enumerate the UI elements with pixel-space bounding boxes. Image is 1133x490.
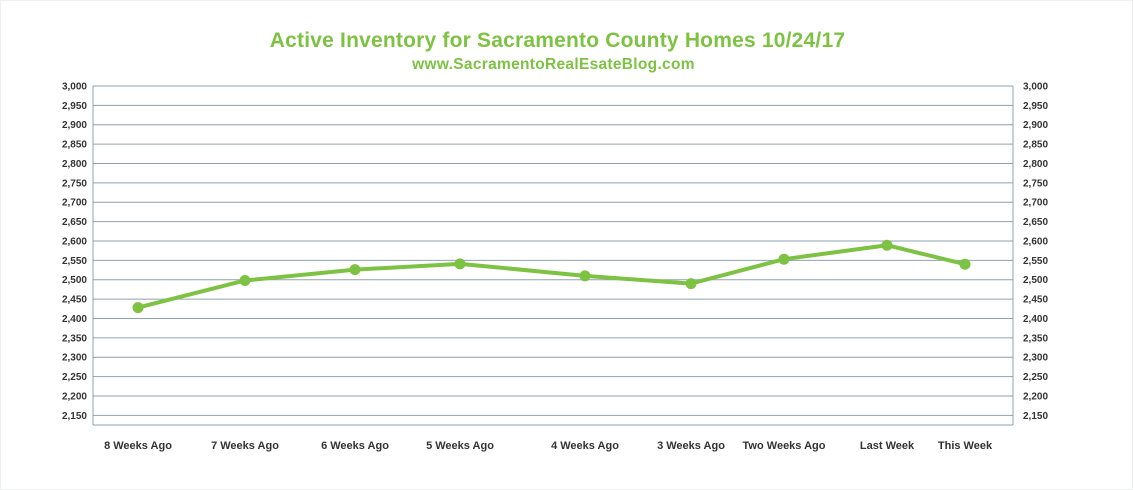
chart-title: Active Inventory for Sacramento County H… [269, 29, 846, 52]
x-tick-label: 6 Weeks Ago [321, 440, 389, 452]
y-tick-label-left: 2,900 [62, 120, 87, 131]
x-tick-label: 7 Weeks Ago [211, 440, 279, 452]
gridlines [93, 85, 1013, 416]
y-tick-label-left: 3,000 [62, 82, 87, 93]
y-tick-label-right: 2,700 [1023, 198, 1048, 209]
x-tick-label: 8 Weeks Ago [104, 440, 172, 452]
y-tick-label-right: 2,450 [1023, 295, 1048, 306]
x-tick-label: 5 Weeks Ago [426, 440, 494, 452]
data-point [778, 253, 790, 265]
data-point [579, 270, 591, 282]
y-tick-label-left: 2,150 [62, 411, 87, 422]
x-tick-label: 3 Weeks Ago [657, 440, 725, 452]
y-tick-label-left: 2,450 [62, 295, 87, 306]
y-tick-label-right: 2,400 [1023, 314, 1048, 325]
y-tick-label-left: 2,750 [62, 178, 87, 189]
data-point [685, 278, 697, 290]
y-tick-label-right: 3,000 [1023, 82, 1048, 93]
data-point [132, 302, 144, 314]
y-tick-label-left: 2,950 [62, 101, 87, 112]
chart-subtitle: www.SacramentoRealEsateBlog.com [412, 56, 695, 73]
y-tick-label-right: 2,850 [1023, 140, 1048, 151]
y-tick-label-left: 2,650 [62, 217, 87, 228]
data-point [239, 274, 251, 286]
y-tick-label-left: 2,350 [62, 333, 87, 344]
y-tick-label-right: 2,550 [1023, 256, 1048, 267]
y-tick-label-right: 2,650 [1023, 217, 1048, 228]
x-tick-label: This Week [938, 440, 993, 452]
y-tick-label-left: 2,500 [62, 275, 87, 286]
y-tick-label-right: 2,200 [1023, 391, 1048, 402]
y-tick-label-left: 2,550 [62, 256, 87, 267]
y-tick-label-right: 2,900 [1023, 120, 1048, 131]
series-inventory [136, 243, 967, 310]
data-point [349, 264, 361, 276]
y-tick-label-left: 2,600 [62, 236, 87, 247]
y-axis-right-ticks: 2,150 2,200 2,250 2,300 2,350 2,400 2,450 2,500… [1023, 82, 1048, 422]
y-tick-label-right: 2,500 [1023, 275, 1048, 286]
y-tick-label-left: 2,200 [62, 391, 87, 402]
y-tick-label-right: 2,150 [1023, 411, 1048, 422]
y-tick-label-right: 2,250 [1023, 372, 1048, 383]
series-line [136, 243, 967, 310]
y-tick-label-left: 2,800 [62, 159, 87, 170]
data-point [959, 258, 971, 270]
series-points [132, 239, 971, 314]
y-tick-label-right: 2,600 [1023, 236, 1048, 247]
y-tick-label-right: 2,800 [1023, 159, 1048, 170]
y-tick-label-right: 2,950 [1023, 101, 1048, 112]
y-tick-label-left: 2,250 [62, 372, 87, 383]
data-point [881, 239, 893, 251]
x-tick-label: Two Weeks Ago [743, 440, 826, 452]
y-tick-label-left: 2,400 [62, 314, 87, 325]
y-tick-label-left: 2,300 [62, 353, 87, 364]
y-tick-label-right: 2,300 [1023, 353, 1048, 364]
axes [92, 86, 1014, 426]
x-axis-ticks: 8 Weeks Ago 7 Weeks Ago 6 Weeks Ago 5 Weeks… [104, 440, 993, 452]
data-point [454, 258, 466, 270]
y-tick-label-right: 2,350 [1023, 333, 1048, 344]
x-tick-label: 4 Weeks Ago [551, 440, 619, 452]
x-tick-label: Last Week [860, 440, 915, 452]
y-axis-left-ticks: 2,150 2,200 2,250 2,300 2,350 2,400 2,450 2,500… [62, 82, 87, 422]
y-tick-label-left: 2,700 [62, 198, 87, 209]
y-tick-label-left: 2,850 [62, 140, 87, 151]
y-tick-label-right: 2,750 [1023, 178, 1048, 189]
